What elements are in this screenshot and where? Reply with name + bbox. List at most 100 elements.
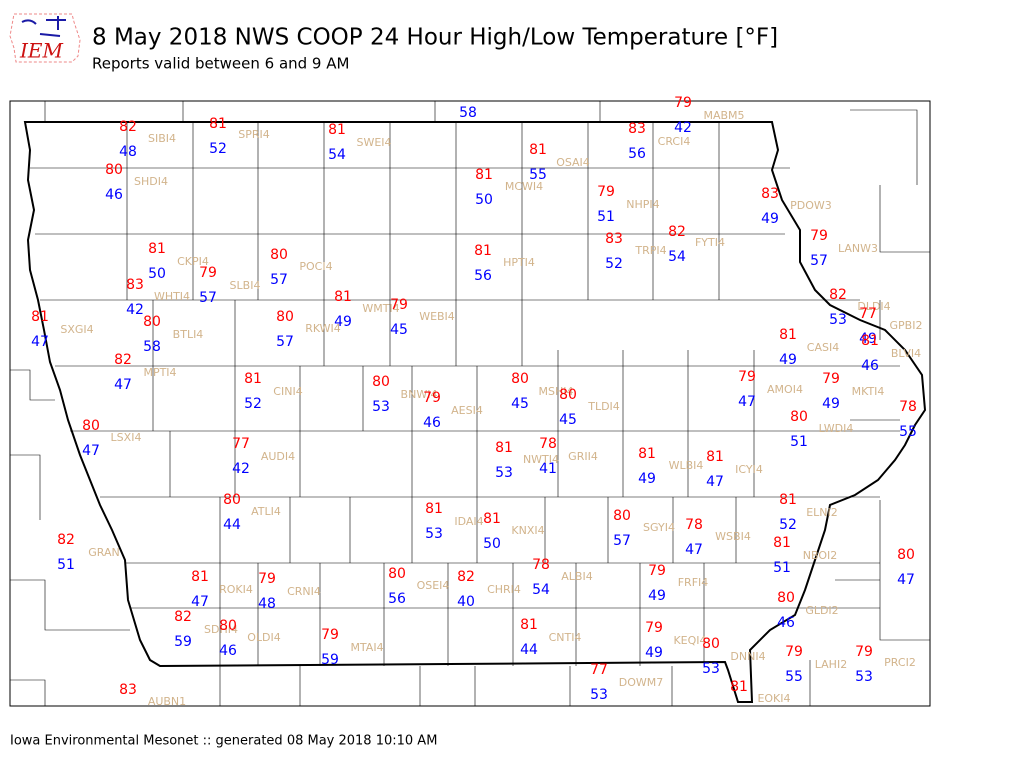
low-temp: 51: [597, 209, 615, 225]
low-temp: 53: [702, 661, 720, 677]
station-name: WHTI4: [154, 290, 190, 303]
low-temp: 42: [126, 302, 144, 318]
high-temp: 80: [105, 162, 123, 178]
high-temp: 80: [790, 409, 808, 425]
high-temp: 80: [897, 547, 915, 563]
high-temp: 78: [532, 557, 550, 573]
low-temp: 57: [613, 533, 631, 549]
low-temp: 47: [706, 474, 724, 490]
station-name: BNWI4: [401, 388, 438, 401]
low-temp: 49: [648, 588, 666, 604]
high-temp: 81: [638, 446, 656, 462]
low-temp: 51: [790, 434, 808, 450]
low-temp: 42: [674, 120, 692, 136]
high-temp: 80: [219, 618, 237, 634]
station-name: ATLI4: [251, 505, 281, 518]
low-temp: 55: [785, 669, 803, 685]
station-name: ICYI4: [735, 463, 763, 476]
high-temp: 83: [605, 231, 623, 247]
low-temp: 49: [779, 352, 797, 368]
high-temp: 81: [209, 116, 227, 132]
high-temp: 80: [613, 508, 631, 524]
high-temp: 82: [174, 609, 192, 625]
high-temp: 81: [773, 535, 791, 551]
low-temp: 57: [270, 272, 288, 288]
high-temp: 81: [334, 289, 352, 305]
high-temp: 80: [388, 566, 406, 582]
high-temp: 81: [244, 371, 262, 387]
high-temp: 79: [855, 644, 873, 660]
high-temp: 81: [475, 167, 493, 183]
high-temp: 79: [423, 390, 441, 406]
high-temp: 79: [785, 644, 803, 660]
high-temp: 80: [511, 371, 529, 387]
low-temp: 47: [31, 334, 49, 350]
low-temp: 53: [829, 312, 847, 328]
low-temp: 50: [483, 536, 501, 552]
high-temp: 80: [270, 247, 288, 263]
station-name: WEBI4: [419, 310, 455, 323]
station-name: MABM5: [703, 109, 744, 122]
station-name: CNTI4: [549, 631, 582, 644]
low-temp: 54: [532, 582, 550, 598]
low-temp: 46: [105, 187, 123, 203]
low-temp: 47: [114, 377, 132, 393]
high-temp: 79: [674, 95, 692, 111]
station-name: WSBI4: [715, 530, 751, 543]
station-name: WLBI4: [669, 459, 704, 472]
station-name: PRCI2: [884, 656, 916, 669]
station-name: MCWI4: [505, 180, 543, 193]
high-temp: 78: [899, 399, 917, 415]
station-name: NWTI4: [523, 453, 559, 466]
station-name: OSAI4: [556, 156, 590, 169]
low-temp: 55: [899, 424, 917, 440]
subtitle: Reports valid between 6 and 9 AM: [92, 55, 349, 73]
high-temp: 81: [529, 142, 547, 158]
high-temp: 79: [648, 563, 666, 579]
high-temp: 81: [425, 501, 443, 517]
station-name: SXGI4: [60, 323, 93, 336]
high-temp: 80: [82, 418, 100, 434]
station-name: GRAN: [88, 546, 119, 559]
high-temp: 82: [457, 569, 475, 585]
title: 8 May 2018 NWS COOP 24 Hour High/Low Tem…: [92, 25, 778, 51]
high-temp: 82: [119, 119, 137, 135]
high-temp: 81: [706, 449, 724, 465]
logo-outline: [9, 13, 81, 63]
high-temp: 81: [779, 492, 797, 508]
station-name: SPRI4: [238, 128, 270, 141]
low-temp: 49: [761, 211, 779, 227]
low-temp: 56: [388, 591, 406, 607]
station-name: ALBI4: [561, 570, 592, 583]
low-temp: 58: [143, 339, 161, 355]
station-name: TLDI4: [587, 400, 620, 413]
low-temp: 49: [645, 645, 663, 661]
low-temp: 51: [773, 560, 791, 576]
low-temp: 46: [861, 358, 879, 374]
station-name: SGYI4: [643, 521, 675, 534]
low-temp: 56: [474, 268, 492, 284]
low-temp: 58: [459, 105, 477, 121]
low-temp: 45: [390, 322, 408, 338]
state-border: [23, 121, 927, 703]
station-name: DOWM7: [619, 676, 664, 689]
high-temp: 77: [590, 662, 608, 678]
station-name: MPTI4: [143, 366, 176, 379]
low-temp: 49: [859, 331, 877, 347]
station-name: SIBI4: [148, 132, 176, 145]
station-name: AUDI4: [261, 450, 295, 463]
high-temp: 81: [861, 333, 879, 349]
high-temp: 80: [702, 636, 720, 652]
low-temp: 52: [244, 396, 262, 412]
logo: IEM: [9, 13, 81, 63]
high-temp: 81: [328, 122, 346, 138]
low-temp: 53: [495, 465, 513, 481]
station-name: IDAI4: [454, 515, 483, 528]
low-temp: 59: [174, 634, 192, 650]
high-temp: 77: [232, 436, 250, 452]
low-temp: 47: [897, 572, 915, 588]
station-name: DLDI4: [857, 300, 890, 313]
station-name: AESI4: [451, 404, 483, 417]
